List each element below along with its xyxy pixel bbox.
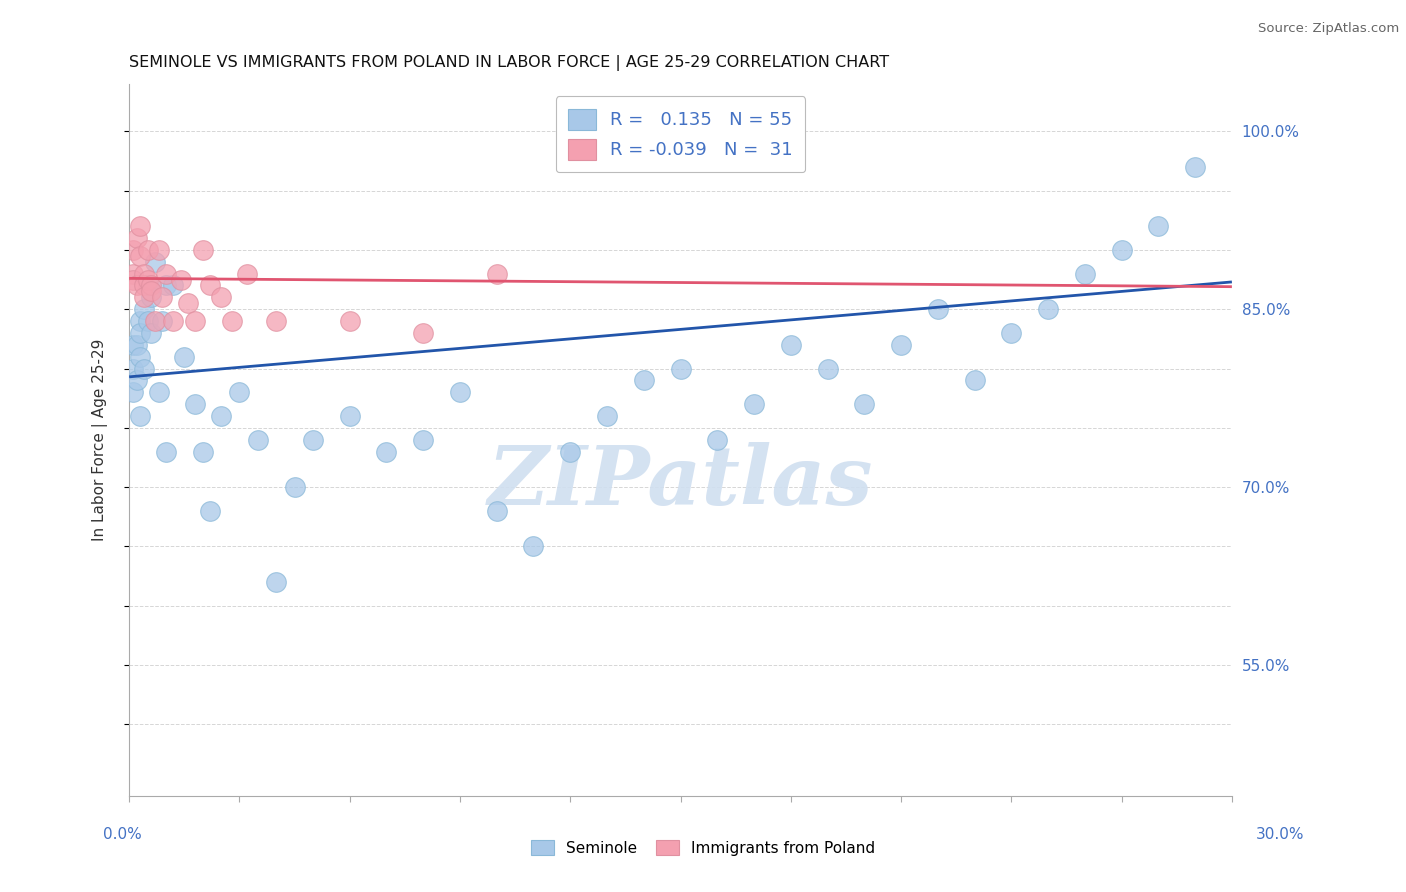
Point bbox=[184, 397, 207, 411]
Point bbox=[817, 361, 839, 376]
Point bbox=[125, 338, 148, 352]
Point bbox=[963, 373, 986, 387]
Text: SEMINOLE VS IMMIGRANTS FROM POLAND IN LABOR FORCE | AGE 25-29 CORRELATION CHART: SEMINOLE VS IMMIGRANTS FROM POLAND IN LA… bbox=[129, 55, 889, 71]
Point bbox=[125, 231, 148, 245]
Point bbox=[155, 267, 177, 281]
Point bbox=[132, 267, 155, 281]
Point bbox=[121, 361, 143, 376]
Legend: R =   0.135   N = 55, R = -0.039   N =  31: R = 0.135 N = 55, R = -0.039 N = 31 bbox=[555, 96, 806, 172]
Point bbox=[412, 326, 434, 340]
Point bbox=[1184, 160, 1206, 174]
Point bbox=[779, 338, 801, 352]
Point bbox=[121, 385, 143, 400]
Point bbox=[136, 314, 159, 328]
Point bbox=[132, 361, 155, 376]
Point bbox=[143, 314, 166, 328]
Point bbox=[129, 314, 152, 328]
Point bbox=[184, 314, 207, 328]
Point bbox=[742, 397, 765, 411]
Point bbox=[1000, 326, 1022, 340]
Point bbox=[1111, 243, 1133, 257]
Point bbox=[284, 480, 307, 494]
Point bbox=[150, 290, 173, 304]
Point bbox=[121, 272, 143, 286]
Point bbox=[198, 278, 221, 293]
Text: 30.0%: 30.0% bbox=[1257, 827, 1305, 841]
Point bbox=[449, 385, 471, 400]
Point bbox=[143, 254, 166, 268]
Point bbox=[596, 409, 619, 423]
Point bbox=[522, 540, 544, 554]
Point bbox=[339, 409, 361, 423]
Y-axis label: In Labor Force | Age 25-29: In Labor Force | Age 25-29 bbox=[93, 339, 108, 541]
Point bbox=[173, 350, 195, 364]
Point bbox=[121, 338, 143, 352]
Point bbox=[853, 397, 876, 411]
Point bbox=[221, 314, 243, 328]
Point bbox=[485, 504, 508, 518]
Point bbox=[129, 326, 152, 340]
Point bbox=[129, 350, 152, 364]
Point bbox=[129, 409, 152, 423]
Point bbox=[1074, 267, 1097, 281]
Point bbox=[121, 243, 143, 257]
Point bbox=[264, 314, 287, 328]
Point bbox=[169, 272, 191, 286]
Point bbox=[141, 278, 163, 293]
Point bbox=[132, 302, 155, 317]
Point bbox=[136, 272, 159, 286]
Point bbox=[150, 314, 173, 328]
Point bbox=[141, 290, 163, 304]
Point bbox=[669, 361, 692, 376]
Point bbox=[198, 504, 221, 518]
Point bbox=[1036, 302, 1059, 317]
Point bbox=[236, 267, 259, 281]
Text: Source: ZipAtlas.com: Source: ZipAtlas.com bbox=[1258, 22, 1399, 36]
Point bbox=[136, 243, 159, 257]
Point bbox=[191, 243, 214, 257]
Point bbox=[375, 444, 398, 458]
Point bbox=[264, 575, 287, 590]
Point bbox=[121, 267, 143, 281]
Point bbox=[141, 326, 163, 340]
Point bbox=[129, 249, 152, 263]
Point bbox=[1147, 219, 1170, 234]
Text: 0.0%: 0.0% bbox=[103, 827, 142, 841]
Point bbox=[209, 290, 232, 304]
Point bbox=[148, 385, 170, 400]
Point bbox=[191, 444, 214, 458]
Point bbox=[209, 409, 232, 423]
Point bbox=[141, 285, 163, 299]
Point bbox=[890, 338, 912, 352]
Point bbox=[136, 278, 159, 293]
Point bbox=[125, 278, 148, 293]
Point bbox=[633, 373, 655, 387]
Point bbox=[155, 444, 177, 458]
Point bbox=[162, 314, 184, 328]
Point bbox=[155, 278, 177, 293]
Point bbox=[129, 219, 152, 234]
Point bbox=[148, 243, 170, 257]
Point bbox=[125, 373, 148, 387]
Text: ZIPatlas: ZIPatlas bbox=[488, 442, 873, 523]
Point bbox=[162, 278, 184, 293]
Point bbox=[228, 385, 250, 400]
Point bbox=[706, 433, 728, 447]
Point bbox=[339, 314, 361, 328]
Point bbox=[412, 433, 434, 447]
Point bbox=[927, 302, 949, 317]
Point bbox=[485, 267, 508, 281]
Point bbox=[177, 296, 200, 310]
Point bbox=[246, 433, 269, 447]
Point bbox=[132, 290, 155, 304]
Point bbox=[302, 433, 325, 447]
Point bbox=[132, 278, 155, 293]
Point bbox=[560, 444, 582, 458]
Legend: Seminole, Immigrants from Poland: Seminole, Immigrants from Poland bbox=[524, 834, 882, 862]
